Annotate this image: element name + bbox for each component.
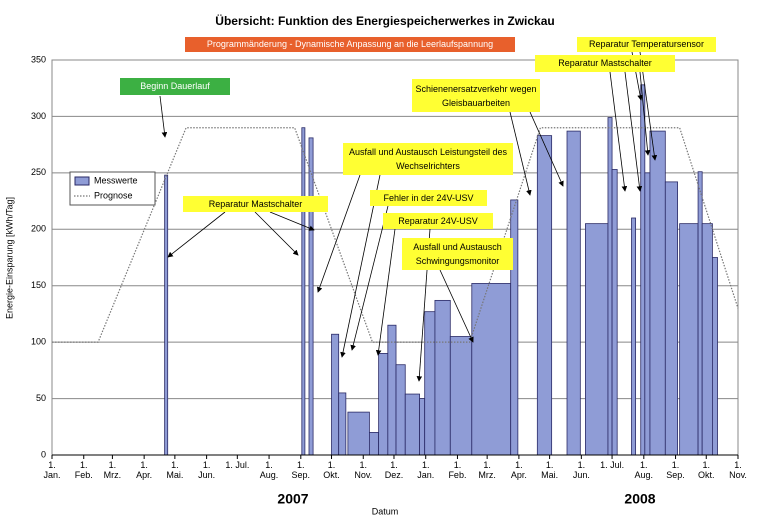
annotation: Reparatur Mastschalter bbox=[535, 55, 675, 72]
annotation-arrow bbox=[375, 228, 396, 356]
y-tick-label: 350 bbox=[31, 54, 46, 64]
step-bar bbox=[664, 181, 678, 456]
x-tick-label: 1. Feb. bbox=[448, 460, 467, 480]
x-tick-label: 1. Okt. bbox=[323, 460, 340, 480]
chart-title: Übersicht: Funktion des Energiespeicherw… bbox=[215, 13, 554, 28]
x-tick-label: 1. Dez. bbox=[384, 460, 404, 480]
x-tick-label: 1. Mrz. bbox=[103, 460, 122, 480]
step-bar bbox=[424, 311, 436, 456]
annotation: Reparatur Mastschalter bbox=[183, 196, 328, 212]
step-bar bbox=[640, 84, 646, 456]
step-bar bbox=[369, 432, 380, 456]
x-axis-title: Datum bbox=[372, 506, 399, 516]
x-tick-label: 1. Mai. bbox=[166, 460, 184, 480]
annotation: Reparatur 24V-USV bbox=[383, 213, 493, 229]
step-bar bbox=[395, 364, 406, 456]
legend-label: Messwerte bbox=[94, 175, 138, 185]
x-tick-label: 1. Jan. bbox=[43, 460, 61, 480]
year-label: 2007 bbox=[277, 491, 308, 507]
x-tick-label: 1. Jan. bbox=[417, 460, 435, 480]
step-bar bbox=[585, 223, 609, 456]
x-tick-label: 1. Mai. bbox=[541, 460, 559, 480]
annotation-arrow bbox=[254, 211, 299, 256]
x-tick-label: 1. Sep. bbox=[666, 460, 685, 480]
annotation-arrow bbox=[439, 269, 474, 343]
step-bar bbox=[631, 217, 637, 456]
step-bar bbox=[607, 117, 613, 456]
x-tick-label: 1. Mrz. bbox=[478, 460, 496, 480]
step-bar bbox=[644, 172, 651, 456]
x-tick-label: 1. Apr. bbox=[510, 460, 527, 480]
annotation: Schienenersatzverkehr wegen Gleisbauarbe… bbox=[412, 79, 540, 112]
x-tick-label: 1. Okt. bbox=[697, 460, 715, 480]
year-label: 2008 bbox=[624, 491, 655, 507]
annotation-arrow bbox=[529, 111, 564, 187]
x-tick-label: 1. Nov. bbox=[729, 460, 747, 480]
x-tick-label: 1. Jun. bbox=[198, 460, 216, 480]
step-bar bbox=[649, 130, 666, 456]
annotation: Ausfall und Austausch Leistungsteil des … bbox=[343, 143, 513, 175]
annotation-arrow bbox=[316, 174, 361, 293]
x-tick-label: 1. Jul. bbox=[225, 460, 250, 470]
step-bar bbox=[566, 130, 581, 456]
forecast-line bbox=[52, 127, 739, 343]
step-bar bbox=[164, 174, 169, 456]
step-bar bbox=[712, 257, 718, 456]
step-bar bbox=[331, 333, 340, 456]
annotation-arrow bbox=[639, 71, 651, 156]
x-tick-label: 1. Sep. bbox=[291, 460, 311, 480]
step-bar bbox=[611, 169, 618, 456]
step-bar bbox=[378, 353, 389, 456]
annotation-arrow bbox=[167, 211, 226, 258]
y-tick-label: 250 bbox=[31, 167, 46, 177]
step-bar bbox=[471, 283, 512, 456]
x-tick-label: 1. Aug. bbox=[634, 460, 654, 480]
y-tick-label: 0 bbox=[41, 449, 46, 459]
annotation: Fehler in der 24V-USV bbox=[370, 190, 487, 206]
x-tick-label: 1. Apr. bbox=[136, 460, 153, 480]
step-bar bbox=[404, 393, 420, 456]
step-bar bbox=[679, 223, 699, 456]
x-tick-label: 1. Jun. bbox=[572, 460, 590, 480]
annotation-arrow bbox=[350, 205, 389, 351]
y-tick-label: 200 bbox=[31, 224, 46, 234]
annotation: Reparatur Temperatursensor bbox=[577, 37, 716, 52]
annotation-arrow bbox=[609, 71, 628, 192]
annotation-arrow bbox=[509, 111, 532, 196]
step-bar bbox=[701, 223, 713, 456]
step-bar bbox=[697, 171, 703, 456]
step-bar bbox=[449, 336, 473, 456]
y-tick-label: 50 bbox=[36, 393, 46, 403]
legend-label: Prognose bbox=[94, 190, 133, 200]
x-tick-label: 1. Jul. bbox=[600, 460, 625, 470]
step-bar bbox=[308, 137, 314, 456]
step-bar bbox=[387, 324, 397, 456]
annotation-arrow bbox=[269, 211, 315, 231]
step-bar bbox=[536, 135, 553, 456]
y-tick-label: 150 bbox=[31, 280, 46, 290]
step-bar bbox=[419, 398, 426, 456]
y-tick-label: 100 bbox=[31, 337, 46, 347]
x-tick-label: 1. Aug. bbox=[259, 460, 279, 480]
annotation-arrow bbox=[159, 95, 168, 138]
x-tick-label: 1. Nov. bbox=[354, 460, 373, 480]
y-tick-label: 300 bbox=[31, 111, 46, 121]
step-bar bbox=[301, 127, 306, 456]
annotation: Programmänderung - Dynamische Anpassung … bbox=[185, 37, 515, 52]
annotation: Beginn Dauerlauf bbox=[120, 78, 230, 95]
x-tick-label: 1. Feb. bbox=[74, 460, 93, 480]
annotation: Ausfall und Austausch Schwingungsmonitor bbox=[402, 238, 513, 270]
legend-swatch bbox=[74, 176, 90, 186]
annotation-arrow bbox=[624, 71, 643, 192]
y-axis-title: Energie-Einsparung [kWh/Tag] bbox=[4, 197, 14, 319]
step-bar bbox=[347, 411, 370, 456]
step-bar bbox=[338, 392, 347, 456]
step-bar bbox=[434, 299, 451, 456]
